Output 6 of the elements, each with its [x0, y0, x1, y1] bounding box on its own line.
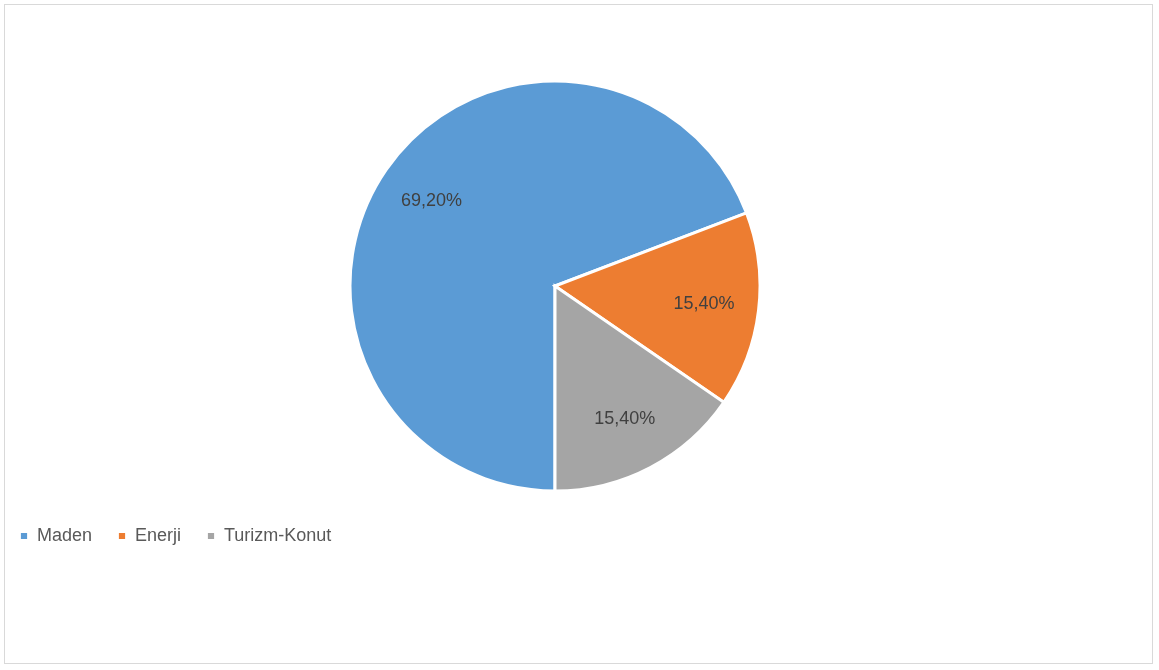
legend-label: Maden — [37, 525, 93, 545]
legend-label: Enerji — [135, 525, 182, 545]
data-label: 69,20% — [400, 189, 462, 210]
data-label: 15,40% — [673, 292, 735, 313]
legend-label: Turizm-Konut — [224, 525, 332, 545]
data-label: 15,40% — [594, 407, 656, 428]
